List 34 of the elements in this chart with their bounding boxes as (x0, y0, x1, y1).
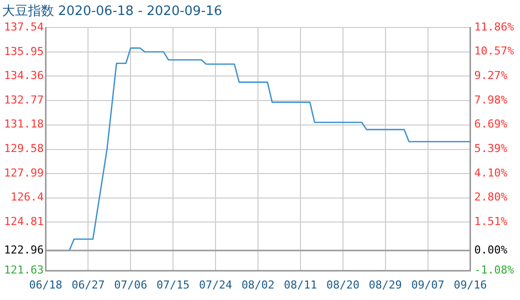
y-tick-label: 129.58 (4, 142, 44, 156)
y-tick-label: 126.4 (10, 190, 44, 204)
y-tick-label: 132.77 (4, 93, 44, 106)
y2-tick-label: 0.00% (474, 243, 508, 256)
y-tick-label: 127.99 (4, 166, 44, 180)
x-tick-label: 07/15 (156, 278, 190, 292)
x-tick-label: 06/27 (72, 278, 105, 292)
y2-tick-label: 6.69% (474, 118, 508, 131)
y2-tick-label: 1.51% (474, 214, 508, 228)
x-tick-label: 08/20 (326, 278, 360, 292)
y-tick-label: 134.36 (4, 69, 44, 82)
y2-tick-label: 5.39% (474, 142, 508, 156)
y2-tick-label: -1.08% (474, 264, 514, 277)
x-tick-label: 07/24 (198, 278, 232, 292)
y2-tick-label: 7.98% (474, 93, 508, 106)
y2-tick-label: 9.27% (474, 69, 508, 82)
x-tick-label: 09/16 (454, 278, 487, 292)
x-tick-label: 07/06 (114, 278, 148, 292)
y2-tick-label: 2.80% (474, 190, 508, 204)
y-tick-label: 135.95 (4, 44, 44, 58)
x-tick-label: 08/02 (241, 278, 275, 292)
x-tick-label: 06/18 (29, 278, 62, 292)
y2-tick-label: 11.86% (474, 20, 514, 34)
y-tick-label: 122.96 (4, 243, 44, 256)
y2-tick-label: 10.57% (474, 44, 514, 58)
y-tick-label: 124.81 (4, 215, 44, 228)
x-tick-label: 09/07 (411, 278, 444, 292)
y-tick-label: 131.18 (4, 118, 44, 131)
chart-title: 大豆指数 2020-06-18 - 2020-09-16 (2, 4, 222, 20)
x-tick-label: 08/11 (284, 278, 318, 292)
y2-tick-label: 4.10% (474, 166, 508, 180)
y-tick-label: 137.54 (4, 20, 44, 34)
y-tick-label: 121.63 (4, 264, 44, 277)
x-tick-label: 08/29 (368, 278, 402, 292)
